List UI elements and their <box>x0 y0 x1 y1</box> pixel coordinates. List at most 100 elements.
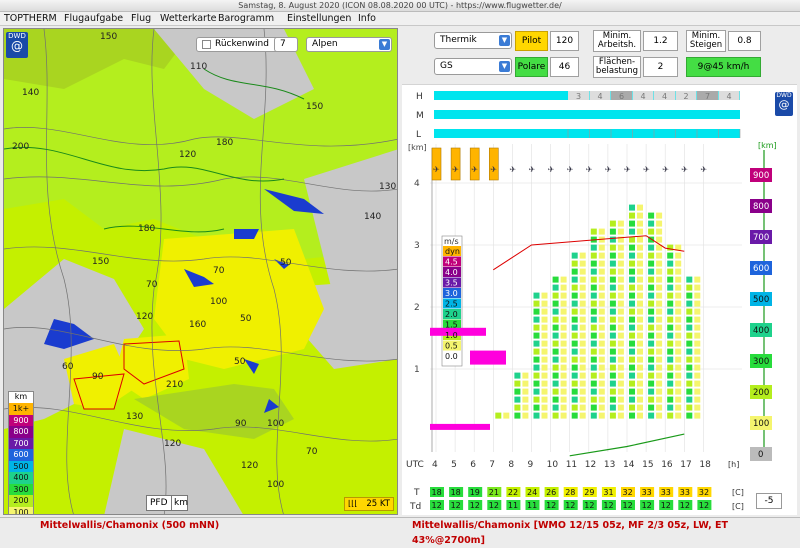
ms-legend-label: 4.5 <box>445 258 458 267</box>
legend-item: 900 <box>9 414 33 426</box>
thermal-cell <box>571 364 578 371</box>
thermal-cell <box>533 388 540 395</box>
min-arbeitsh-value[interactable]: 1.2 <box>643 31 678 51</box>
menu-barogramm[interactable]: Barogramm <box>218 13 275 24</box>
thermal-cell <box>617 300 624 307</box>
thermal-cell <box>686 316 693 323</box>
thermal-cell <box>598 324 605 331</box>
gs-select[interactable]: GS ▼ <box>434 58 512 75</box>
thermal-cell <box>656 300 663 307</box>
thermal-cell <box>617 292 624 299</box>
menu-flugaufgabe[interactable]: Flugaufgabe <box>64 13 124 24</box>
rueckenwind-stepper[interactable]: 7 <box>274 37 298 52</box>
td-value: 12 <box>470 501 480 510</box>
region-select[interactable]: Alpen ▼ <box>306 37 392 52</box>
thermal-cell <box>590 388 597 395</box>
thermal-cell <box>560 412 567 419</box>
flaechen-value[interactable]: 2 <box>643 57 678 77</box>
thermal-cell <box>629 244 635 251</box>
thermal-cell <box>675 404 682 411</box>
thermal-cell <box>617 228 624 235</box>
thermal-cell <box>541 404 548 411</box>
thermal-cell <box>609 220 616 227</box>
cloud-base-line <box>493 235 685 271</box>
region-value: Alpen <box>312 39 338 49</box>
thermal-cell <box>560 356 567 363</box>
contour-label: 110 <box>190 62 207 72</box>
thermal-cell <box>552 380 559 387</box>
thermal-cell <box>571 380 578 387</box>
t-value: 31 <box>603 488 613 497</box>
menu-info[interactable]: Info <box>358 13 376 24</box>
menu-toptherm[interactable]: TOPTHERM <box>4 13 57 24</box>
thermal-cell <box>656 228 663 235</box>
pfd-box[interactable]: PFD km <box>146 495 188 511</box>
thermal-cell <box>609 308 616 315</box>
thermal-cell <box>637 364 643 371</box>
t-cell <box>601 487 616 497</box>
thermal-cell <box>560 348 567 355</box>
h-cell <box>568 91 589 100</box>
map-canvas[interactable]: 150 140 200 110 180 120 150 130 140 180 150 70 50 70 1… <box>4 29 398 515</box>
thermal-marker-icon <box>450 147 461 181</box>
thermal-cell <box>579 300 586 307</box>
thermal-cell <box>609 412 616 419</box>
thermal-cell <box>617 388 624 395</box>
thermal-cell <box>617 276 624 283</box>
min-steigen-value[interactable]: 0.8 <box>728 31 761 51</box>
thermal-cell <box>571 268 578 275</box>
t-cell <box>621 487 635 497</box>
h-cell-label: 2 <box>684 92 689 101</box>
thermal-cell <box>629 324 635 331</box>
menu-flug[interactable]: Flug <box>131 13 152 24</box>
thermik-select[interactable]: Thermik ▼ <box>434 32 512 49</box>
thermal-cell <box>637 276 643 283</box>
thermal-cell <box>686 332 693 339</box>
thermal-cell <box>686 372 693 379</box>
thermal-cell <box>637 332 643 339</box>
td-cell <box>621 500 635 510</box>
thermal-cell <box>637 252 643 259</box>
contour-label: 150 <box>100 32 117 42</box>
thermal-cell <box>552 396 559 403</box>
thermal-cell <box>609 372 616 379</box>
thermal-cell <box>694 364 701 371</box>
thermal-cell <box>560 308 567 315</box>
thermal-cell <box>522 412 529 419</box>
ms-legend-label: 1.5 <box>445 321 458 330</box>
menu-wetterkarte[interactable]: Wetterkarte <box>160 13 217 24</box>
thermal-cell <box>598 332 605 339</box>
weather-map[interactable]: 150 140 200 110 180 120 150 130 140 180 150 70 50 70 1… <box>3 28 398 515</box>
thermal-cell <box>579 364 586 371</box>
thermal-cell <box>637 212 643 219</box>
t-unit: [C] <box>732 488 744 497</box>
ms-legend-title: m/s <box>444 237 459 246</box>
pilot-value[interactable]: 120 <box>550 31 579 51</box>
menu-einstellungen[interactable]: Einstellungen <box>287 13 352 24</box>
polare-value[interactable]: 46 <box>550 57 579 77</box>
thermal-cell <box>579 284 586 291</box>
thermal-cell <box>522 372 529 379</box>
thermal-cell <box>686 284 693 291</box>
thermal-cell <box>579 340 586 347</box>
temp-offset-field[interactable]: -5 <box>756 493 782 509</box>
t-cell <box>697 487 712 497</box>
contour-label: 200 <box>12 142 29 152</box>
thermal-cell <box>571 356 578 363</box>
checkbox-box[interactable] <box>202 40 211 49</box>
dwd-logo-sounding: DWD @ <box>775 92 793 116</box>
thermal-cell <box>686 276 693 283</box>
ms-legend-label: 3.0 <box>445 289 458 298</box>
thermal-cell <box>560 372 567 379</box>
thermal-marker-icon <box>469 147 480 181</box>
thermal-cell <box>617 308 624 315</box>
km-tick-label: 2 <box>414 303 420 313</box>
thermal-cell <box>590 284 597 291</box>
thermal-cell <box>598 252 605 259</box>
thermal-cell <box>598 244 605 251</box>
thermal-cell <box>675 260 682 267</box>
thermal-cell <box>629 340 635 347</box>
wind-barb-icon: ✈ <box>567 165 574 174</box>
thermal-cell <box>533 404 540 411</box>
